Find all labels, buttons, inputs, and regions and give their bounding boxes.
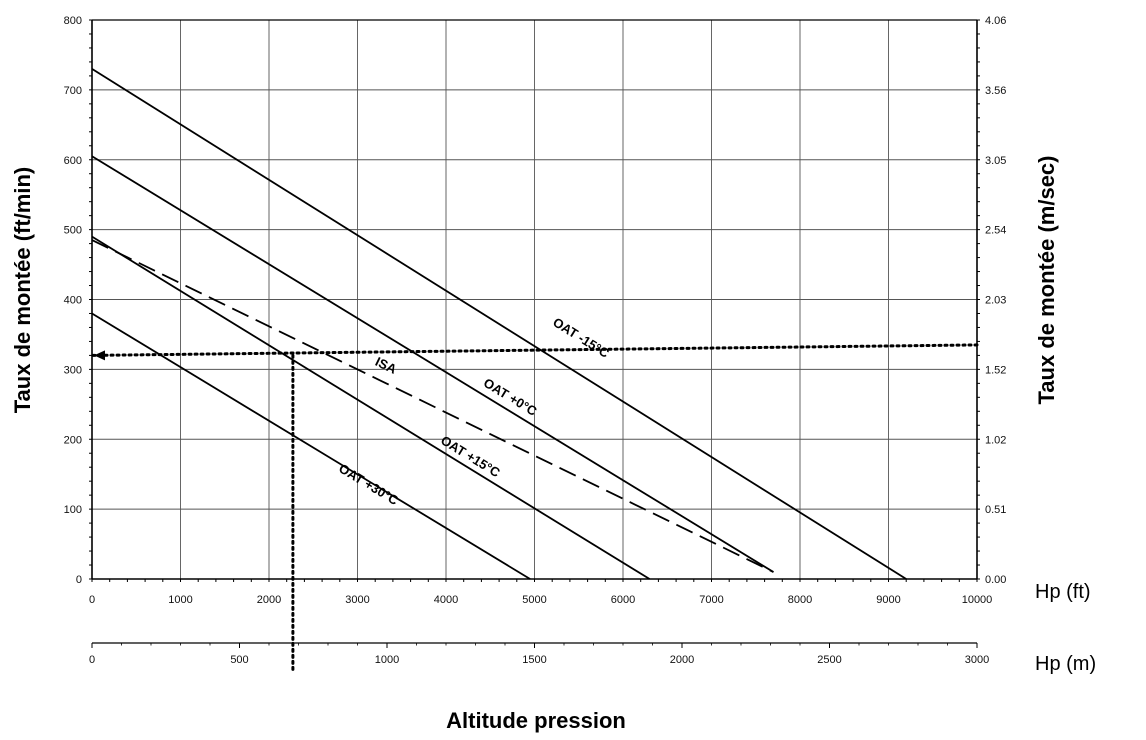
y2-tick-label: 2.03: [985, 295, 1006, 307]
y-tick-label: 800: [64, 15, 82, 27]
x-unit-label-ft: Hp (ft): [1035, 581, 1091, 603]
curve-label: OAT +15°C: [438, 433, 503, 481]
curve-label: ISA: [373, 354, 400, 377]
x-tick-label: 4000: [434, 594, 458, 606]
curve-label: OAT +30°C: [336, 461, 401, 509]
x-axis-title: Altitude pression: [446, 708, 626, 733]
series-line-oat-plus30-c: [91, 312, 531, 580]
y-tick-label: 700: [64, 85, 82, 97]
x2-tick-label: 2000: [670, 654, 694, 666]
x-tick-label: 6000: [611, 594, 635, 606]
y2-tick-label: 0.00: [985, 574, 1006, 586]
x-tick-label: 9000: [876, 594, 900, 606]
x-tick-label: 8000: [788, 594, 812, 606]
y-tick-label: 300: [64, 364, 82, 376]
x-tick-label: 0: [89, 594, 95, 606]
x-tick-label: 1000: [168, 594, 192, 606]
x2-tick-label: 2500: [817, 654, 841, 666]
y2-tick-label: 3.56: [985, 85, 1006, 97]
x2-tick-label: 1000: [375, 654, 399, 666]
axes: [91, 19, 978, 648]
y2-tick-label: 1.02: [985, 434, 1006, 446]
y-tick-label: 600: [64, 155, 82, 167]
x-tick-label: 3000: [345, 594, 369, 606]
y2-tick-label: 4.06: [985, 15, 1006, 27]
series-lines: [91, 68, 907, 580]
y2-tick-label: 3.05: [985, 155, 1006, 167]
y-tick-label: 400: [64, 295, 82, 307]
curve-label: OAT -15°C: [550, 314, 612, 361]
y-tick-label: 100: [64, 504, 82, 516]
y2-tick-label: 2.54: [985, 225, 1006, 237]
x-tick-label: 10000: [962, 594, 993, 606]
annotation-line: [90, 343, 979, 357]
series-line-isa: [91, 239, 774, 573]
y-axis-title: Taux de montée (ft/min): [10, 167, 35, 414]
x-tick-label: 5000: [522, 594, 546, 606]
x2-tick-label: 3000: [965, 654, 989, 666]
y2-tick-label: 0.51: [985, 504, 1006, 516]
x2-tick-label: 0: [89, 654, 95, 666]
x2-tick-label: 500: [230, 654, 248, 666]
series-line-oat--15-c: [91, 68, 907, 580]
annotation-lines: [90, 343, 979, 672]
x-tick-label: 2000: [257, 594, 281, 606]
grid: [92, 20, 977, 579]
y-tick-label: 500: [64, 225, 82, 237]
series-line-oat-plus0-c: [91, 155, 774, 573]
series-line-oat-plus15-c: [91, 235, 651, 580]
y-tick-label: 200: [64, 434, 82, 446]
x2-tick-label: 1500: [522, 654, 546, 666]
annotation-arrowhead: [94, 350, 105, 361]
x-tick-label: 7000: [699, 594, 723, 606]
x2-unit-label-m: Hp (m): [1035, 653, 1096, 675]
y-tick-label: 0: [76, 574, 82, 586]
y2-tick-label: 1.52: [985, 364, 1006, 376]
y2-axis-title: Taux de montée (m/sec): [1034, 156, 1059, 405]
